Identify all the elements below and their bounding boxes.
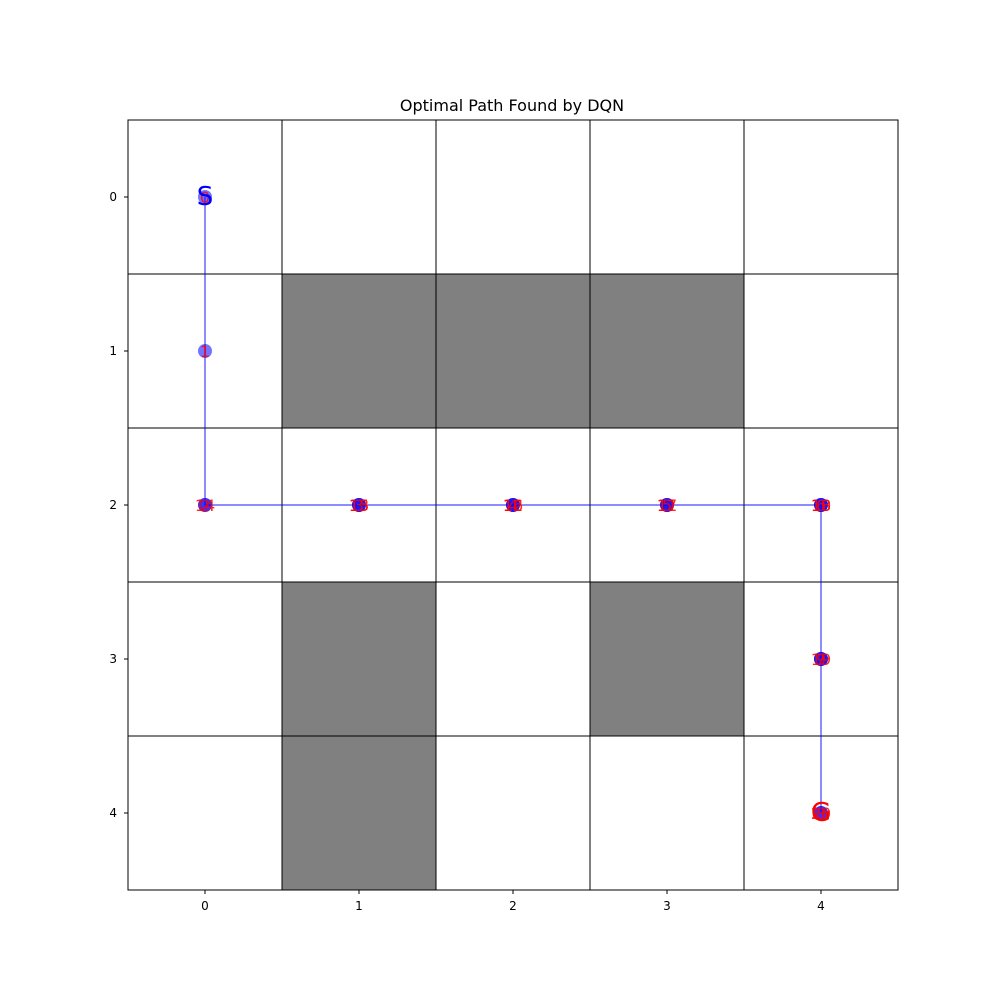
free-cell [435,735,591,891]
start-label: S [197,182,214,212]
step-label: 4 [508,496,518,515]
y-tick-label: 0 [109,190,117,204]
path-layer [198,190,828,820]
x-tick-label: 0 [201,899,209,913]
y-tick-label: 2 [109,498,117,512]
free-cell [743,273,899,429]
step-label: 1 [200,342,210,361]
free-cell [589,119,745,275]
path-point [814,652,828,666]
free-cell [589,735,745,891]
step-label: 11 [657,496,677,515]
obstacle-cell [589,273,745,429]
y-axis: 0 1 2 3 4 [109,190,128,820]
path-point [352,498,366,512]
path-point [660,498,674,512]
obstacle-cell [281,273,437,429]
free-cell [435,119,591,275]
free-cell [127,581,283,737]
step-label: 19 [811,650,831,669]
step-label: 3 [354,496,364,515]
step-label: 6 [816,496,826,515]
free-cell [743,119,899,275]
obstacle-cell [281,735,437,891]
step-label: 16 [503,496,523,515]
path-point [198,344,212,358]
step-label: 15 [349,496,369,515]
x-tick-label: 3 [663,899,671,913]
step-label: 2 [200,496,210,515]
step-label: 17 [657,496,677,515]
free-cell [281,119,437,275]
obstacle-cell [589,581,745,737]
x-tick-label: 2 [509,899,517,913]
step-label: 7 [816,650,826,669]
free-cell [435,581,591,737]
free-cell [127,735,283,891]
step-label: 5 [662,496,672,515]
y-tick-label: 3 [109,652,117,666]
x-tick-label: 4 [817,899,825,913]
step-label: 14 [195,496,215,515]
obstacle-cell [281,581,437,737]
goal-label: G [811,798,831,828]
obstacle-cell [435,273,591,429]
path-point [814,806,828,820]
step-label: 9 [816,650,826,669]
step-label: 20 [811,804,831,823]
y-tick-label: 4 [109,806,117,820]
y-tick-label: 1 [109,344,117,358]
step-label: 0 [200,188,210,207]
step-label: 12 [503,496,523,515]
path-point [198,190,212,204]
step-label: 18 [811,496,831,515]
x-tick-label: 1 [355,899,363,913]
chart-title: Optimal Path Found by DQN [400,96,624,115]
step-label: 13 [349,496,369,515]
step-label: 8 [816,804,826,823]
path-point [814,498,828,512]
step-label: 10 [811,496,831,515]
path-point [506,498,520,512]
x-axis: 0 1 2 3 4 [201,890,825,913]
path-point [198,498,212,512]
